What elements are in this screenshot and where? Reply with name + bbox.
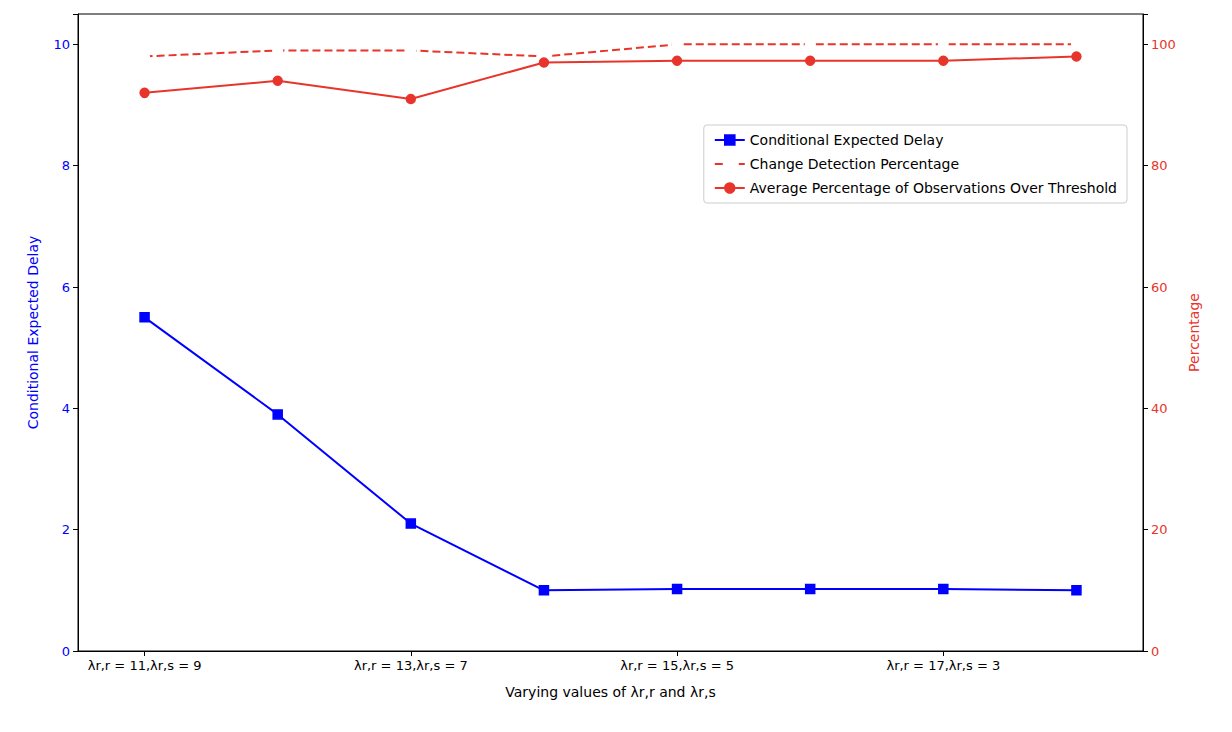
svg-text:Conditional Expected Delay: Conditional Expected Delay xyxy=(25,236,41,430)
svg-text:40: 40 xyxy=(1151,401,1168,416)
svg-text:100: 100 xyxy=(1151,37,1176,52)
svg-text:60: 60 xyxy=(1151,280,1168,295)
svg-text:Conditional Expected Delay: Conditional Expected Delay xyxy=(750,132,944,148)
svg-text:80: 80 xyxy=(1151,158,1168,173)
svg-text:λr,r = 13,λr,s = 7: λr,r = 13,λr,s = 7 xyxy=(354,658,468,673)
svg-text:Percentage: Percentage xyxy=(1186,293,1202,372)
svg-text:8: 8 xyxy=(62,158,70,173)
svg-text:20: 20 xyxy=(1151,522,1168,537)
svg-text:λr,r = 11,λr,s = 9: λr,r = 11,λr,s = 9 xyxy=(88,658,202,673)
svg-text:0: 0 xyxy=(1151,644,1159,659)
svg-text:10: 10 xyxy=(53,37,70,52)
svg-text:Varying values of λr,r and λr,: Varying values of λr,r and λr,s xyxy=(505,684,715,700)
svg-text:4: 4 xyxy=(62,401,70,416)
svg-text:0: 0 xyxy=(62,644,70,659)
svg-text:Average Percentage of Observat: Average Percentage of Observations Over … xyxy=(750,180,1117,196)
svg-text:2: 2 xyxy=(62,522,70,537)
svg-text:Change Detection Percentage: Change Detection Percentage xyxy=(750,156,959,172)
svg-text:6: 6 xyxy=(62,280,70,295)
svg-text:λr,r = 17,λr,s = 3: λr,r = 17,λr,s = 3 xyxy=(886,658,1000,673)
svg-text:λr,r = 15,λr,s = 5: λr,r = 15,λr,s = 5 xyxy=(620,658,734,673)
